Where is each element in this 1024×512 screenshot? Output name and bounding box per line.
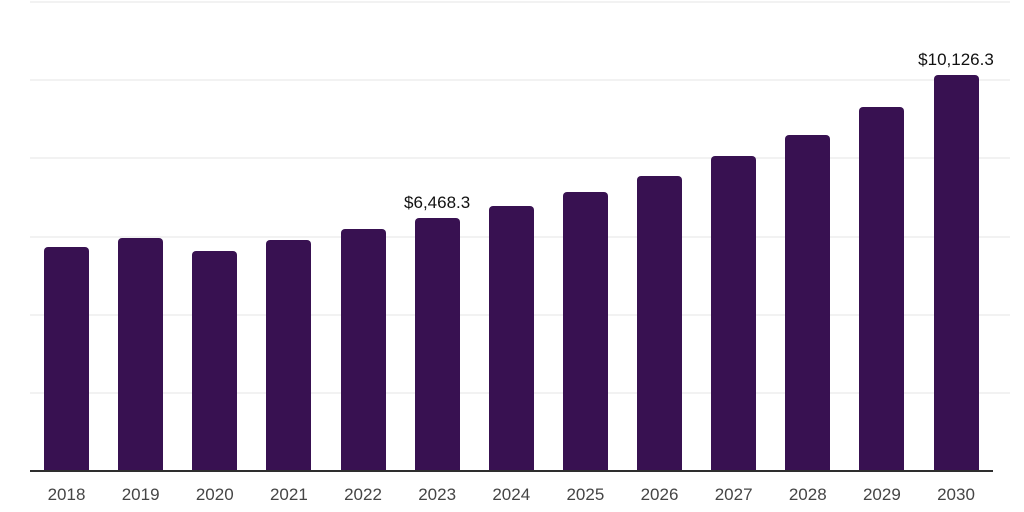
bar-2020	[192, 251, 238, 471]
bar-2028	[785, 134, 831, 471]
bar-2018	[44, 247, 89, 471]
x-axis-line	[30, 470, 993, 472]
x-tick-label-2020: 2020	[195, 485, 234, 504]
x-tick-label-2019: 2019	[121, 485, 160, 504]
x-tick-label-2022: 2022	[344, 485, 382, 504]
data-label-2023: $6,468.3	[404, 193, 471, 213]
bar-2024	[488, 206, 534, 471]
bar-2021	[266, 240, 312, 471]
x-tick-label-2025: 2025	[566, 485, 605, 504]
x-tick-label-2018: 2018	[47, 485, 86, 504]
x-tick-label-2029: 2029	[862, 485, 901, 504]
bar-2029	[859, 106, 905, 471]
gridline-y-12000	[30, 1, 1010, 3]
x-tick-label-2024: 2024	[492, 485, 531, 504]
bar-2026	[637, 176, 682, 471]
x-tick-label-2026: 2026	[640, 485, 679, 504]
x-tick-label-2023: 2023	[418, 485, 457, 504]
bar-2025	[562, 192, 608, 471]
gridline-y-10000	[30, 79, 1010, 82]
bar-2027	[711, 156, 757, 471]
bar-2023	[414, 218, 460, 471]
x-tick-label-2021: 2021	[269, 485, 308, 504]
x-tick-label-2030: 2030	[937, 485, 975, 504]
data-label-2030: $10,126.3	[918, 50, 994, 70]
x-tick-label-2027: 2027	[714, 485, 753, 504]
bar-2019	[118, 238, 164, 471]
x-tick-label-2028: 2028	[788, 485, 827, 504]
bar-2022	[340, 229, 386, 471]
bar-2030	[933, 75, 979, 471]
gridline-y-8000	[30, 157, 1010, 160]
